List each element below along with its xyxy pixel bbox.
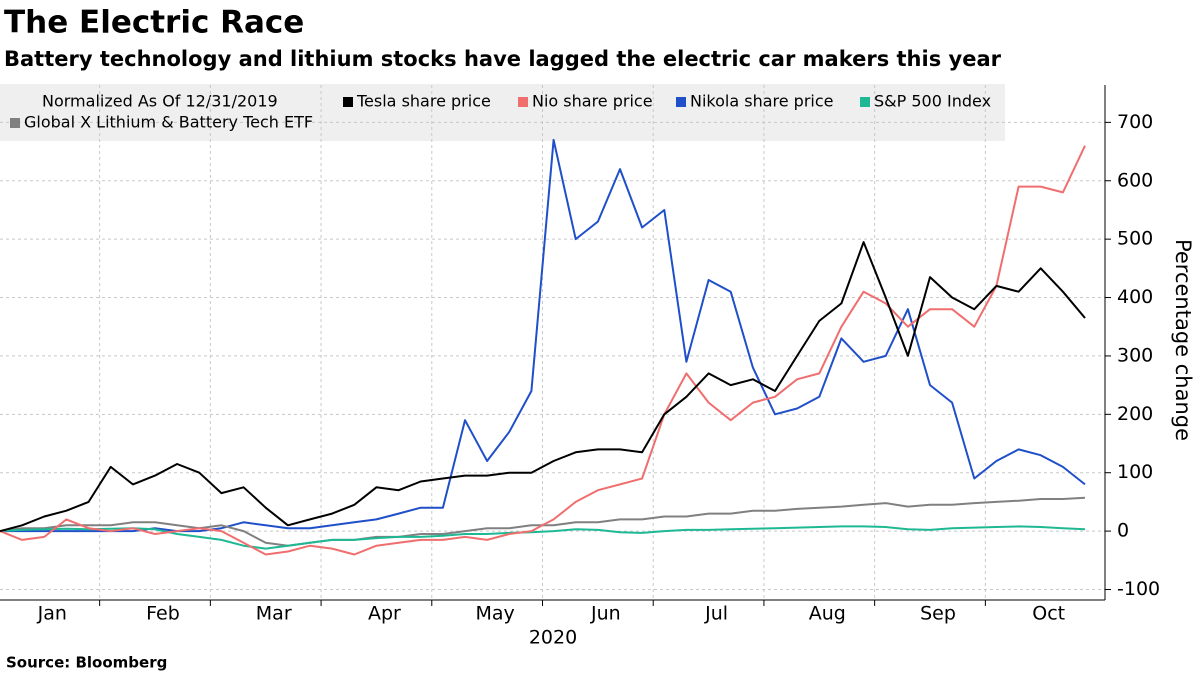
legend-swatch (676, 97, 686, 107)
legend-label: Nikola share price (690, 92, 834, 111)
x-tick-label: Mar (256, 603, 292, 625)
x-tick-label: Feb (146, 603, 180, 625)
y-tick-label: 400 (1117, 286, 1153, 308)
legend-swatch (860, 97, 870, 107)
legend-label: Nio share price (532, 92, 653, 111)
y-tick-label: 200 (1117, 403, 1153, 425)
x-tick-label: Jul (704, 603, 728, 625)
legend-label: Global X Lithium & Battery Tech ETF (24, 113, 313, 132)
x-tick-label: Sep (920, 603, 956, 625)
y-tick-label: 600 (1117, 169, 1153, 191)
legend-box (0, 84, 1005, 141)
chart-subtitle: Battery technology and lithium stocks ha… (4, 47, 1002, 71)
y-tick-label: -100 (1117, 578, 1160, 600)
y-tick-label: 0 (1117, 520, 1129, 542)
legend-swatch (10, 118, 20, 128)
y-tick-label: 700 (1117, 111, 1153, 133)
x-tick-label: Aug (809, 603, 846, 625)
legend-title: Normalized As Of 12/31/2019 (42, 92, 278, 111)
x-tick-label: Jan (37, 603, 67, 625)
series-line (0, 525, 1086, 550)
series-line (0, 145, 1086, 556)
source: Source: Bloomberg (6, 654, 167, 672)
x-axis-label: 2020 (529, 627, 577, 649)
y-axis-label: Percentage change (1171, 239, 1195, 441)
x-tick-label: Apr (368, 603, 401, 625)
x-tick-label: Oct (1032, 603, 1065, 625)
y-tick-label: 500 (1117, 228, 1153, 250)
x-tick-label: Jun (590, 603, 621, 625)
y-tick-label: 300 (1117, 344, 1153, 366)
chart-title: The Electric Race (4, 5, 304, 41)
x-tick-label: May (476, 603, 515, 625)
legend-swatch (518, 97, 528, 107)
series-line (0, 241, 1086, 533)
y-tick-label: 100 (1117, 461, 1153, 483)
legend-label: Tesla share price (356, 92, 491, 111)
legend-label: S&P 500 Index (874, 92, 991, 111)
legend-swatch (343, 97, 353, 107)
